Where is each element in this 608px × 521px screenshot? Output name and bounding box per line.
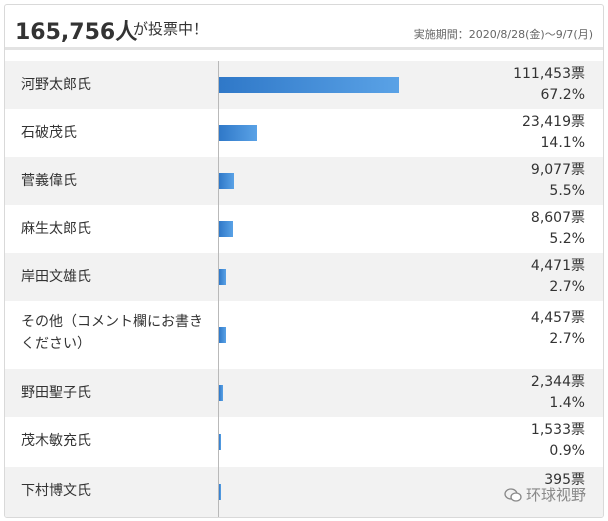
vote-percent: 67.2%	[540, 87, 585, 103]
vote-bar	[219, 434, 222, 450]
candidate-name: 茂木敏充氏	[21, 433, 91, 449]
watermark: 环球视野	[504, 484, 586, 505]
chart-axis-line	[218, 61, 219, 517]
candidate-name: 石破茂氏	[21, 125, 77, 141]
vote-count: 4,471票	[530, 258, 585, 274]
vote-count: 2,344票	[530, 374, 585, 390]
bar-track	[219, 125, 519, 141]
vote-percent: 2.7%	[549, 279, 585, 295]
bar-track	[219, 385, 519, 401]
vote-percent: 2.7%	[549, 331, 585, 347]
result-row: その他（コメント欄にお書きください） 4,457票 2.7%	[5, 301, 603, 369]
candidate-name: その他（コメント欄にお書きください）	[21, 314, 203, 352]
watermark-text: 环球视野	[525, 486, 586, 504]
vote-count: 111,453票	[513, 66, 585, 82]
bar-track	[219, 434, 519, 450]
poll-period: 実施期間：2020/8/28(金)〜9/7(月)	[413, 28, 593, 41]
candidate-name: 麻生太郎氏	[21, 221, 91, 237]
vote-percent: 5.5%	[549, 183, 585, 199]
result-row: 石破茂氏 23,419票 14.1%	[5, 109, 603, 157]
vote-count: 395票	[544, 472, 585, 488]
bar-track	[219, 484, 519, 500]
vote-bar	[219, 125, 257, 141]
vote-bar	[219, 385, 223, 401]
vote-count: 8,607票	[530, 210, 585, 226]
poll-card: 165,756人 が投票中！ 実施期間：2020/8/28(金)〜9/7(月) …	[4, 4, 604, 518]
bar-track	[219, 327, 519, 343]
poll-header: 165,756人 が投票中！ 実施期間：2020/8/28(金)〜9/7(月)	[5, 5, 603, 50]
vote-count: 23,419票	[522, 114, 585, 130]
result-row: 麻生太郎氏 8,607票 5.2%	[5, 205, 603, 253]
bar-track	[219, 221, 519, 237]
candidate-name: 野田聖子氏	[21, 385, 91, 401]
total-vote-count: 165,756人	[15, 20, 138, 45]
result-row: 茂木敏充氏 1,533票 0.9%	[5, 417, 603, 467]
vote-percent: 1.4%	[549, 395, 585, 411]
vote-count: 1,533票	[530, 422, 585, 438]
vote-bar	[219, 484, 221, 500]
result-row: 下村博文氏 395票	[5, 467, 603, 517]
vote-percent: 14.1%	[540, 135, 585, 151]
candidate-name: 菅義偉氏	[21, 173, 77, 189]
candidate-name: 河野太郎氏	[21, 77, 91, 93]
vote-count: 4,457票	[530, 310, 585, 326]
result-row: 野田聖子氏 2,344票 1.4%	[5, 369, 603, 417]
voting-status-text: が投票中！	[133, 20, 209, 38]
vote-bar	[219, 77, 400, 93]
vote-bar	[219, 269, 227, 285]
vote-bar	[219, 221, 233, 237]
vote-bar	[219, 173, 234, 189]
bar-track	[219, 77, 519, 93]
candidate-name: 岸田文雄氏	[21, 269, 91, 285]
wechat-icon	[504, 487, 522, 502]
bar-track	[219, 173, 519, 189]
vote-percent: 0.9%	[549, 443, 585, 459]
vote-percent: 5.2%	[549, 231, 585, 247]
result-row: 河野太郎氏 111,453票 67.2%	[5, 61, 603, 109]
candidate-name: 下村博文氏	[21, 483, 91, 499]
result-row: 岸田文雄氏 4,471票 2.7%	[5, 253, 603, 301]
vote-bar	[219, 327, 227, 343]
bar-track	[219, 269, 519, 285]
result-row: 菅義偉氏 9,077票 5.5%	[5, 157, 603, 205]
vote-count: 9,077票	[530, 162, 585, 178]
